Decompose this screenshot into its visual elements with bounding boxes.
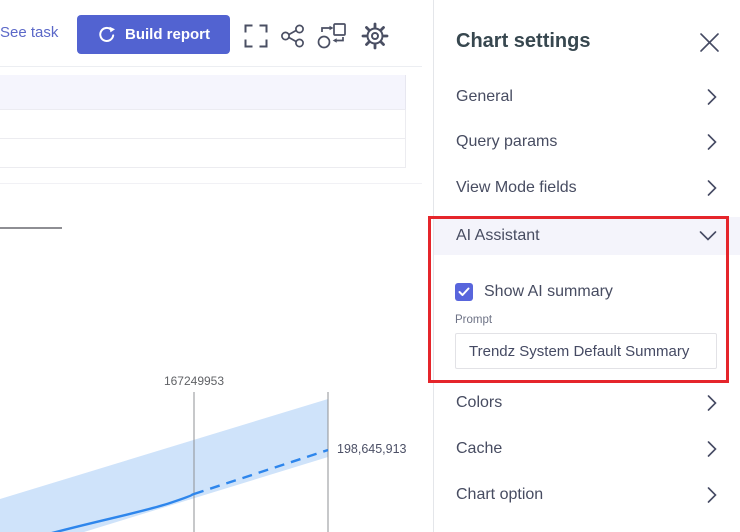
- chevron-down-icon: [699, 231, 717, 241]
- settings-item-label: Cache: [456, 440, 503, 457]
- fullscreen-button[interactable]: [241, 21, 271, 51]
- see-task-link[interactable]: See task: [0, 24, 59, 41]
- close-icon: [699, 32, 720, 53]
- chevron-right-icon: [707, 180, 717, 196]
- chevron-right-icon: [707, 441, 717, 457]
- table-row[interactable]: [0, 139, 406, 168]
- show-ai-summary-checkbox[interactable]: [455, 283, 473, 301]
- share-button[interactable]: [278, 21, 308, 51]
- settings-item-label: View Mode fields: [456, 179, 577, 196]
- fullscreen-icon: [244, 24, 268, 48]
- settings-item-general[interactable]: General: [434, 75, 740, 119]
- flow-button[interactable]: [317, 21, 347, 51]
- settings-item-label: Query params: [456, 133, 558, 150]
- forecast-value-label: 198,645,913: [337, 442, 407, 456]
- build-report-button[interactable]: Build report: [77, 15, 230, 54]
- settings-item-chart-option[interactable]: Chart option: [434, 473, 740, 517]
- chevron-right-icon: [707, 89, 717, 105]
- settings-item-query-params[interactable]: Query params: [434, 120, 740, 164]
- prompt-label: Prompt: [455, 314, 493, 326]
- table-header-row[interactable]: [0, 75, 406, 110]
- settings-item-view-mode-fields[interactable]: View Mode fields: [434, 166, 740, 210]
- chart-settings-panel: Chart settings General Query params View…: [433, 0, 740, 532]
- settings-button[interactable]: [360, 21, 390, 51]
- settings-item-colors[interactable]: Colors: [434, 381, 740, 425]
- settings-item-label: General: [456, 88, 513, 105]
- flow-icon: [317, 22, 347, 50]
- marker-value-label: 167249953: [164, 374, 224, 388]
- confidence-band: [0, 399, 328, 532]
- prediction-series-line: [193, 448, 329, 496]
- data-table: [0, 75, 406, 168]
- chevron-right-icon: [707, 134, 717, 150]
- close-panel-button[interactable]: [696, 29, 722, 55]
- checkmark-icon: [458, 287, 470, 297]
- table-row[interactable]: [0, 110, 406, 139]
- refresh-icon: [97, 26, 115, 44]
- toolbar-divider: [0, 66, 422, 67]
- actual-series-line: [51, 492, 195, 532]
- chart-canvas[interactable]: 167249953 198,645,913: [0, 370, 433, 532]
- gear-icon: [361, 22, 389, 50]
- panel-title: Chart settings: [456, 30, 591, 52]
- build-report-label: Build report: [125, 26, 210, 43]
- settings-item-label: Colors: [456, 394, 503, 411]
- settings-item-ai-assistant[interactable]: AI Assistant: [434, 217, 740, 255]
- chevron-right-icon: [707, 395, 717, 411]
- prompt-input[interactable]: [455, 333, 717, 369]
- chevron-right-icon: [707, 487, 717, 503]
- section-divider: [0, 183, 422, 184]
- settings-item-label: AI Assistant: [456, 227, 540, 244]
- share-icon: [280, 23, 306, 49]
- show-ai-summary-label: Show AI summary: [484, 283, 613, 300]
- settings-item-label: Chart option: [456, 486, 544, 503]
- chart-title-underline: [0, 227, 62, 229]
- settings-item-cache[interactable]: Cache: [434, 427, 740, 471]
